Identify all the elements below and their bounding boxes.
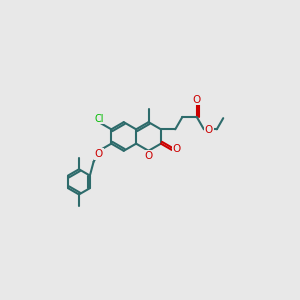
Text: Cl: Cl — [94, 114, 104, 124]
Text: O: O — [95, 149, 103, 159]
Text: O: O — [173, 144, 181, 154]
Text: O: O — [144, 151, 153, 161]
Text: O: O — [205, 125, 213, 136]
Text: O: O — [193, 95, 201, 105]
